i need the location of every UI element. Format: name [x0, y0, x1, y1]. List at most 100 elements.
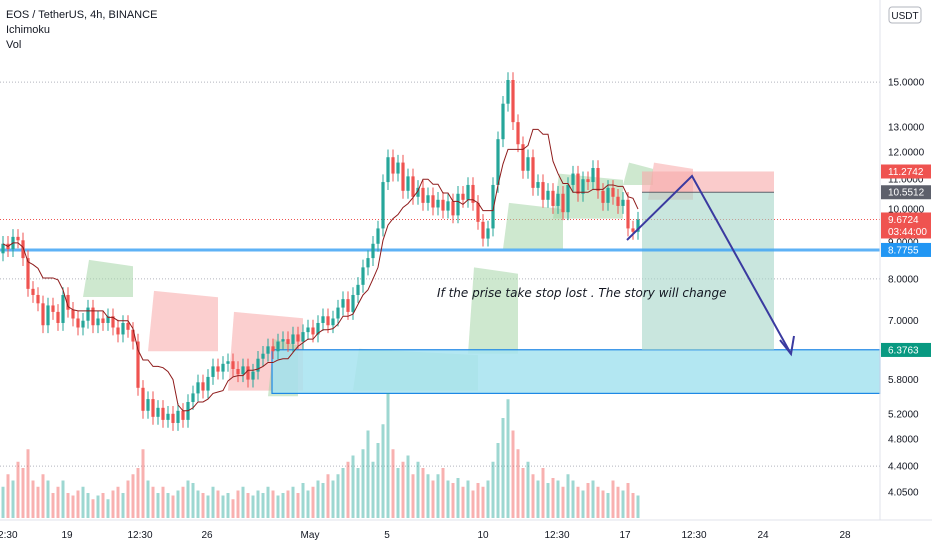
candle-body	[426, 195, 430, 203]
volume-bar	[506, 399, 510, 518]
candle-body	[436, 199, 440, 208]
time-tick-label: 10	[477, 530, 489, 541]
candle-body	[171, 413, 175, 423]
candle-body	[526, 157, 530, 171]
volume-bar	[596, 486, 600, 518]
candle-body	[311, 327, 315, 335]
candle-body	[306, 327, 310, 333]
volume-bar	[186, 480, 190, 518]
volume-bar	[296, 493, 300, 518]
candle-body	[86, 307, 90, 321]
volume-bar	[341, 468, 345, 518]
volume-bar	[216, 490, 220, 518]
candle-body	[181, 410, 185, 420]
candle-body	[146, 399, 150, 411]
candle-body	[151, 399, 155, 417]
candle-body	[281, 339, 285, 342]
candle-body	[631, 228, 635, 232]
time-tick-label: 12:30	[681, 530, 706, 541]
candle-body	[421, 187, 425, 203]
volume-bar	[11, 480, 15, 518]
candle-body	[231, 361, 235, 369]
volume-bar	[491, 461, 495, 518]
candle-body	[121, 322, 125, 335]
candle-body	[516, 122, 520, 145]
volume-bar	[371, 461, 375, 518]
arrow-head-icon	[779, 335, 795, 357]
volume-bar	[466, 480, 470, 518]
volume-bar	[251, 495, 255, 518]
price-tag-bg	[881, 342, 931, 357]
indicator-lines	[2, 128, 639, 412]
volume-bar	[211, 486, 215, 518]
candle-body	[571, 173, 575, 185]
volume-bar	[481, 486, 485, 518]
drawings[interactable]	[626, 174, 795, 357]
volume-bar	[421, 468, 425, 518]
candle-body	[141, 387, 145, 411]
volume-bar	[531, 474, 535, 518]
volume-bar	[521, 468, 525, 518]
candle-body	[406, 176, 410, 191]
volume-bar	[231, 499, 235, 518]
candle-body	[36, 294, 40, 304]
volume-bar	[571, 480, 575, 518]
volume-bar	[311, 486, 315, 518]
volume-bar	[76, 490, 80, 518]
candle-body	[561, 193, 565, 213]
volume-bar	[6, 474, 10, 518]
indicator-ichimoku[interactable]: Ichimoku	[6, 24, 51, 36]
volume-bar	[21, 468, 25, 518]
candle-body	[446, 201, 450, 211]
candle-body	[201, 382, 205, 391]
candle-body	[366, 258, 370, 268]
volume-bar	[86, 493, 90, 518]
volume-bar	[226, 493, 230, 518]
candle-body	[106, 316, 110, 323]
price-tag-bg	[881, 242, 931, 257]
price-tag-label: 9.6724	[888, 215, 919, 226]
candle-body	[111, 316, 115, 328]
candle-body	[316, 322, 320, 335]
candle-body	[21, 240, 25, 259]
candle-body	[166, 413, 170, 420]
volume-bar	[221, 495, 225, 518]
volume-bar	[621, 490, 625, 518]
volume-bar	[306, 490, 310, 518]
indicator-volume[interactable]: Vol	[6, 39, 22, 51]
candle-body	[241, 366, 245, 375]
candle-body	[481, 221, 485, 239]
volume-bar	[161, 486, 165, 518]
time-tick-label: 17	[619, 530, 631, 541]
volume-bar	[266, 486, 270, 518]
candle-body	[416, 187, 420, 197]
candle-body	[576, 173, 580, 194]
price-tag-label: 6.3763	[888, 345, 919, 356]
candle-body	[381, 182, 385, 229]
candle-body	[401, 162, 405, 191]
volume-bar	[456, 478, 460, 518]
candle-body	[591, 168, 595, 183]
candle-body	[511, 80, 515, 123]
candle-body	[296, 334, 300, 342]
volume-bar	[201, 493, 205, 518]
volume-bar	[286, 490, 290, 518]
volume-bar	[406, 455, 410, 518]
price-tag-label: 10.5512	[888, 188, 925, 199]
volume-bar	[1, 486, 5, 518]
candle-body	[466, 184, 470, 200]
volume-bar	[586, 483, 590, 518]
currency-label: USDT	[891, 11, 918, 22]
price-tick-label: 12.0000	[888, 147, 925, 158]
cloud-segment	[83, 259, 133, 298]
candle-body	[61, 294, 65, 323]
price-tick-label: 11.0000	[888, 175, 924, 186]
candle-body	[391, 157, 395, 174]
candle-body	[611, 187, 615, 197]
volume-bar	[301, 483, 305, 518]
time-tick-label: 5	[384, 530, 390, 541]
currency-button[interactable]: USDT	[888, 6, 922, 24]
